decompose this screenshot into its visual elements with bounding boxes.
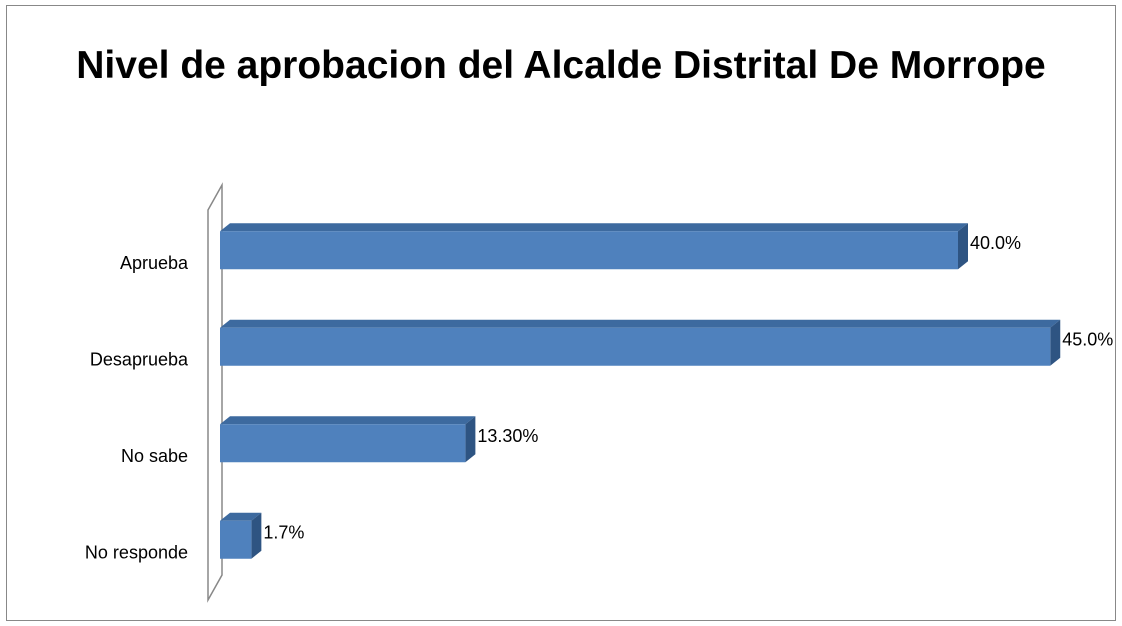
bar-side [251, 512, 262, 559]
bar-top [220, 512, 262, 521]
bar [220, 424, 466, 463]
data-label: 40.0% [970, 233, 1021, 253]
bar [220, 327, 1051, 366]
data-label: 13.30% [477, 426, 538, 446]
bar-top [220, 319, 1061, 328]
bar [220, 231, 958, 270]
bar-top [220, 416, 476, 425]
data-label: 1.7% [263, 523, 304, 543]
bar-top [220, 223, 968, 232]
bar-side [1050, 319, 1061, 366]
bar-side [958, 223, 968, 270]
back-wall [207, 182, 223, 603]
y-tick-label: No responde [85, 543, 188, 563]
bar-side [465, 416, 476, 463]
plot: Aprueba 40.0% Desaprueba 45.0% No sabe 13.30%… [85, 223, 1113, 563]
data-label: 45.0% [1062, 330, 1113, 350]
chart-title: Nivel de aprobacion del Alcalde Distrita… [76, 44, 1046, 87]
bar [220, 520, 252, 559]
chart-border [6, 5, 1116, 621]
y-tick-label: No sabe [121, 446, 188, 466]
y-tick-label: Aprueba [120, 253, 189, 273]
y-tick-label: Desaprueba [90, 350, 189, 370]
